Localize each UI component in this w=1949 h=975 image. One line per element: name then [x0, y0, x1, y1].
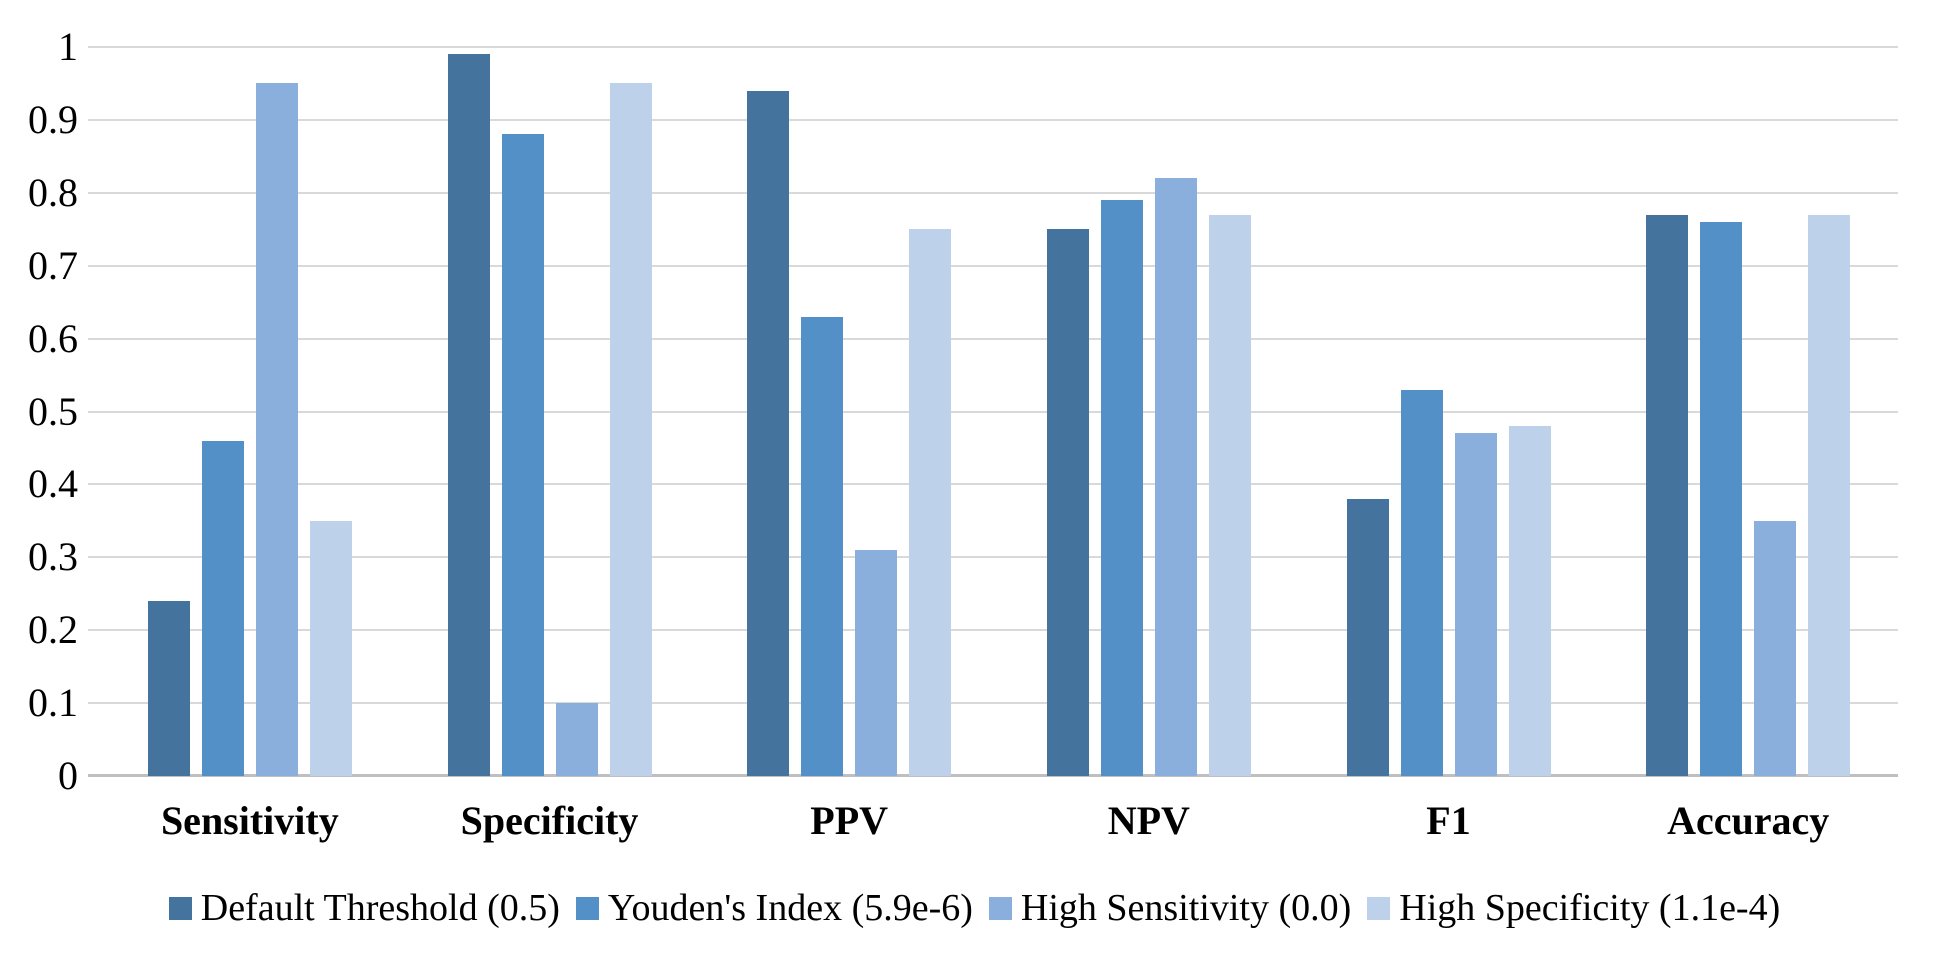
gridline-0.2: [88, 629, 1898, 632]
bar-default-threshold-0-5-accuracy: [1646, 215, 1689, 776]
bar-default-threshold-0-5-npv: [1046, 229, 1089, 776]
gridline-0.4: [88, 483, 1898, 486]
x-axis-baseline: [88, 774, 1898, 777]
y-axis-tick-label-1: 1: [58, 24, 78, 69]
gridline-0.6: [88, 337, 1898, 340]
bar-default-threshold-0-5-sensitivity: [147, 601, 190, 776]
y-axis-tick-label-0.1: 0.1: [28, 680, 78, 726]
bar-default-threshold-0-5-f1: [1346, 499, 1389, 776]
bar-youden-s-index-5-9e-6-sensitivity: [201, 441, 244, 776]
plot-area: [88, 46, 1898, 777]
legend-item-youden-s-index-5-9e-6: Youden's Index (5.9e-6): [575, 886, 973, 930]
bar-high-sensitivity-0-0-sensitivity: [255, 83, 298, 776]
bar-youden-s-index-5-9e-6-accuracy: [1700, 222, 1743, 776]
y-axis-tick-label-0.3: 0.3: [28, 534, 78, 580]
y-axis-tick-label-0: 0: [58, 753, 78, 798]
gridline-0.5: [88, 410, 1898, 413]
bar-group-ppv: [699, 47, 999, 776]
x-axis-label-sensitivity: Sensitivity: [160, 798, 339, 843]
legend-swatch-icon: [575, 896, 599, 920]
bar-high-sensitivity-0-0-accuracy: [1754, 521, 1797, 776]
bar-group-f1: [1299, 47, 1599, 776]
y-axis-tick-label-0.7: 0.7: [28, 242, 78, 288]
x-axis-labels: Sensitivity Specificity PPV NPV F1 Accuracy: [100, 797, 1898, 844]
bar-youden-s-index-5-9e-6-f1: [1400, 390, 1443, 776]
bar-high-specificity-1-1e-4-accuracy: [1808, 215, 1851, 776]
gridline-0.7: [88, 264, 1898, 267]
legend-item-default-threshold-0-5: Default Threshold (0.5): [168, 886, 560, 930]
legend-item-high-sensitivity-0-0: High Sensitivity (0.0): [988, 886, 1352, 930]
bar-youden-s-index-5-9e-6-specificity: [501, 134, 544, 776]
gridline-0.1: [88, 702, 1898, 705]
bar-default-threshold-0-5-specificity: [447, 54, 490, 776]
bar-group-npv: [999, 47, 1299, 776]
legend-label: High Specificity (1.1e-4): [1399, 887, 1781, 929]
gridline-1: [88, 46, 1898, 48]
bar-high-specificity-1-1e-4-specificity: [609, 83, 652, 776]
legend-label: High Sensitivity (0.0): [1020, 887, 1352, 929]
legend-label: Default Threshold (0.5): [200, 887, 560, 929]
bar-high-sensitivity-0-0-f1: [1454, 433, 1497, 776]
x-axis-label-npv: NPV: [1107, 798, 1190, 843]
bar-youden-s-index-5-9e-6-ppv: [801, 317, 844, 776]
legend-item-high-specificity-1-1e-4: High Specificity (1.1e-4): [1367, 886, 1780, 930]
y-axis-tick-label-0.9: 0.9: [28, 96, 78, 142]
bar-high-sensitivity-0-0-npv: [1154, 178, 1197, 776]
bar-group-accuracy: [1598, 47, 1898, 776]
legend-swatch-icon: [988, 896, 1012, 920]
bar-high-specificity-1-1e-4-f1: [1508, 426, 1551, 776]
bar-high-sensitivity-0-0-specificity: [555, 703, 598, 776]
y-axis-tick-label-0.2: 0.2: [28, 607, 78, 653]
gridline-0.8: [88, 191, 1898, 194]
y-axis-tick-label-0.4: 0.4: [28, 461, 78, 507]
bar-high-sensitivity-0-0-ppv: [855, 550, 898, 776]
bar-high-specificity-1-1e-4-sensitivity: [309, 521, 352, 776]
bar-default-threshold-0-5-ppv: [747, 91, 790, 776]
y-axis-tick-label-0.5: 0.5: [28, 388, 78, 434]
x-axis-label-accuracy: Accuracy: [1667, 798, 1830, 843]
bar-youden-s-index-5-9e-6-npv: [1100, 200, 1143, 776]
bar-high-specificity-1-1e-4-ppv: [909, 229, 952, 776]
chart-legend: Default Threshold (0.5) Youden's Index (5…: [0, 886, 1949, 930]
legend-swatch-icon: [1367, 896, 1391, 920]
legend-label: Youden's Index (5.9e-6): [607, 887, 973, 929]
gridline-0.3: [88, 556, 1898, 559]
bar-groups-container: [100, 47, 1898, 776]
gridline-0.9: [88, 118, 1898, 121]
bar-high-specificity-1-1e-4-npv: [1208, 215, 1251, 776]
legend-swatch-icon: [168, 896, 192, 920]
bar-group-sensitivity: [100, 47, 400, 776]
x-axis-label-ppv: PPV: [810, 798, 889, 843]
y-axis-tick-label-0.6: 0.6: [28, 315, 78, 361]
x-axis-label-f1: F1: [1426, 798, 1471, 843]
bar-group-specificity: [400, 47, 700, 776]
y-axis-tick-label-0.8: 0.8: [28, 169, 78, 215]
x-axis-label-specificity: Specificity: [460, 798, 639, 843]
